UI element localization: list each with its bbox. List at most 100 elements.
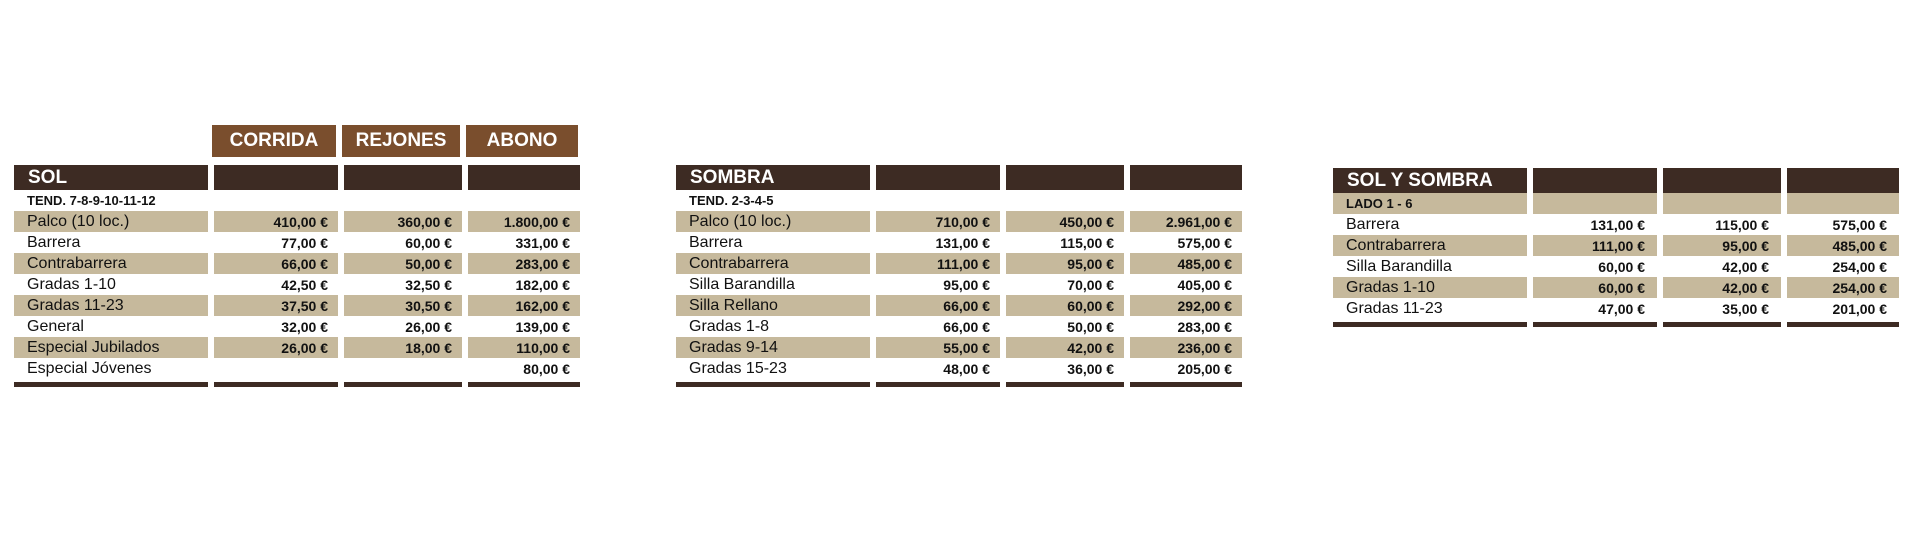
table-name: SOMBRA [676,165,870,190]
table-name: SOL [14,165,208,190]
row-label: Gradas 15-23 [689,359,787,377]
table-row: Barrera 131,00 € 115,00 € 575,00 € [1333,214,1899,235]
price-cell: 50,00 € [1067,318,1114,335]
row-label: Gradas 1-8 [689,317,770,335]
price-cell: 283,00 € [1177,318,1233,335]
price-cell: 36,00 € [1067,360,1114,377]
sol-y-sombra-price-table: SOL Y SOMBRA LADO 1 - 6 Barrera 131,00 € 115… [1333,168,1899,327]
table-subheader-row: LADO 1 - 6 [1333,193,1899,214]
price-cell: 42,00 € [1006,337,1124,358]
price-cell [344,358,462,379]
price-cell: 26,00 € [214,337,338,358]
price-cell: 32,00 € [281,318,328,335]
bottom-rule-segment [1533,322,1657,327]
table-row: Contrabarrera 111,00 € 95,00 € 485,00 € [1333,235,1899,256]
bottom-rule-segment [1787,322,1899,327]
table-row: Especial Jóvenes 80,00 € [14,358,580,379]
price-cell: 80,00 € [523,360,570,377]
header-cell [1663,168,1781,193]
price-cell: 1.800,00 € [468,211,580,232]
price-cell: 70,00 € [1067,276,1114,293]
row-label: Silla Barandilla [1346,257,1452,275]
price-cell: 205,00 € [1177,360,1233,377]
price-cell: 66,00 € [876,295,1000,316]
bottom-rule-segment [876,382,1000,387]
row-label: Especial Jubilados [14,337,208,358]
price-cell: 485,00 € [1130,253,1242,274]
header-cell [344,165,462,190]
price-cell: 115,00 € [1715,216,1769,233]
table-subheader: TEND. 2-3-4-5 [689,193,774,208]
table-row: General 32,00 € 26,00 € 139,00 € [14,316,580,337]
header-cell [876,165,1000,190]
price-cell: 292,00 € [1130,295,1242,316]
price-cell [214,358,338,379]
price-cell: 115,00 € [1060,234,1114,251]
row-label: Barrera [27,233,81,251]
table-row: Contrabarrera 111,00 € 95,00 € 485,00 € [676,253,1242,274]
table-row: Gradas 1-10 60,00 € 42,00 € 254,00 € [1333,277,1899,298]
column-header-corrida: CORRIDA [212,125,336,157]
table-row: Palco (10 loc.) 410,00 € 360,00 € 1.800,00 … [14,211,580,232]
price-cell: 2.961,00 € [1130,211,1242,232]
price-cell: 42,00 € [1722,258,1769,275]
price-cell: 201,00 € [1832,300,1888,317]
price-cell: 32,50 € [405,276,452,293]
row-label: Gradas 11-23 [14,295,208,316]
price-cell: 50,00 € [344,253,462,274]
price-cell: 18,00 € [344,337,462,358]
bottom-rule-segment [14,382,208,387]
table-subheader: LADO 1 - 6 [1333,193,1527,214]
price-cell: 77,00 € [281,234,328,251]
bottom-rule-segment [1006,382,1124,387]
price-cell: 131,00 € [1590,216,1646,233]
price-cell: 111,00 € [876,253,1000,274]
price-cell: 575,00 € [1177,234,1233,251]
subheader-cell [1006,190,1124,211]
table-bottom-rule [1333,319,1899,327]
row-label: Barrera [689,233,743,251]
row-label: Gradas 1-10 [1333,277,1527,298]
price-cell: 35,00 € [1722,300,1769,317]
price-cell: 139,00 € [515,318,571,335]
subheader-cell [876,190,1000,211]
price-cell: 42,50 € [281,276,328,293]
sol-price-table: SOL TEND. 7-8-9-10-11-12 Palco (10 loc.) 41… [14,165,580,387]
subheader-cell [1130,190,1242,211]
price-cell: 331,00 € [515,234,571,251]
price-cell: 60,00 € [405,234,452,251]
price-cell: 30,50 € [344,295,462,316]
price-cell: 60,00 € [1598,258,1645,275]
price-cell: 182,00 € [515,276,571,293]
bottom-rule-segment [344,382,462,387]
price-cell: 254,00 € [1787,277,1899,298]
header-cell [468,165,580,190]
row-label: Barrera [1346,215,1400,233]
price-cell: 162,00 € [468,295,580,316]
column-header-abono: ABONO [466,125,578,157]
row-label: Palco (10 loc.) [676,211,870,232]
header-cell [1130,165,1242,190]
price-cell: 60,00 € [1006,295,1124,316]
column-headers: CORRIDA REJONES ABONO [212,125,578,157]
row-label: Contrabarrera [676,253,870,274]
bottom-rule-segment [468,382,580,387]
table-header-row: SOMBRA [676,165,1242,190]
subheader-cell [344,190,462,211]
table-row: Silla Barandilla 95,00 € 70,00 € 405,00 € [676,274,1242,295]
table-row: Barrera 77,00 € 60,00 € 331,00 € [14,232,580,253]
price-cell: 95,00 € [1006,253,1124,274]
price-cell: 131,00 € [935,234,991,251]
price-cell: 405,00 € [1177,276,1233,293]
price-cell: 410,00 € [214,211,338,232]
price-cell: 485,00 € [1787,235,1899,256]
table-bottom-rule [14,379,580,387]
row-label: Gradas 9-14 [676,337,870,358]
table-row: Silla Barandilla 60,00 € 42,00 € 254,00 € [1333,256,1899,277]
row-label: Gradas 11-23 [1346,299,1443,317]
table-row: Contrabarrera 66,00 € 50,00 € 283,00 € [14,253,580,274]
bottom-rule-segment [676,382,870,387]
subheader-cell [468,190,580,211]
table-name: SOL Y SOMBRA [1333,168,1527,193]
price-cell: 95,00 € [943,276,990,293]
